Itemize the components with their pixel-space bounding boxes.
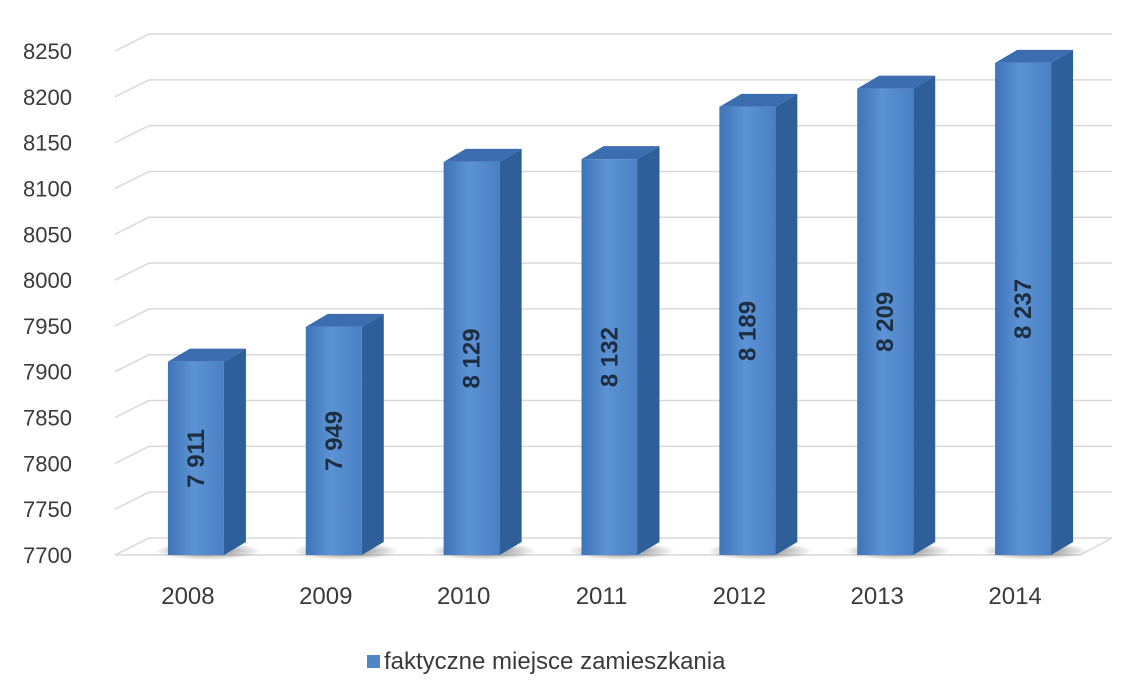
bar-side: [499, 148, 522, 555]
bar-side: [223, 348, 246, 555]
gridline: [114, 124, 1112, 144]
y-tick-label: 8150: [23, 131, 72, 156]
bar-top: [719, 93, 798, 107]
bar-front: [857, 88, 914, 555]
bar-top: [443, 148, 522, 162]
gridline: [114, 79, 1112, 98]
bar-front: [719, 106, 776, 555]
bar-top: [167, 348, 246, 362]
y-tick-label: 7800: [23, 451, 72, 476]
bar-front: [581, 159, 638, 555]
bar-front: [167, 361, 224, 555]
bars: 7 911 7 949 8 129 8 132 8 189 8 209 8 237: [154, 49, 1089, 560]
bar-data-label: 8 209: [872, 292, 899, 352]
bar-2010: 8 129: [430, 148, 537, 560]
bar-side: [775, 93, 798, 555]
x-axis: 2008 2009 2010 2011 2012 2013 2014: [161, 583, 1042, 610]
bar-data-label: 8 129: [459, 328, 486, 388]
bar-2009: 7 949: [292, 313, 399, 560]
y-tick-label: 7700: [23, 543, 72, 568]
bar-side: [637, 146, 660, 555]
bar-2014: 8 237: [981, 49, 1089, 560]
y-axis: 7700 7750 7800 7850 7900 7950 8000 8050 8100 8150…: [23, 39, 72, 568]
x-tick-label: 2013: [851, 583, 904, 610]
legend: faktyczne miejsce zamieszkania: [367, 648, 726, 675]
bar-data-label: 8 189: [734, 301, 761, 361]
x-tick-label: 2014: [988, 583, 1041, 610]
bar-side: [361, 313, 384, 555]
bar-front: [305, 326, 362, 555]
bar-data-label: 8 132: [597, 327, 624, 387]
bar-front: [443, 161, 500, 555]
bar-front: [995, 62, 1052, 556]
x-tick-label: 2012: [713, 583, 766, 610]
bar-top: [581, 146, 660, 160]
x-tick-label: 2009: [299, 583, 352, 610]
legend-swatch: [367, 655, 380, 668]
y-tick-label: 8250: [23, 39, 72, 64]
x-tick-label: 2011: [576, 583, 628, 610]
x-tick-label: 2010: [437, 583, 490, 610]
bar-side: [1051, 49, 1074, 556]
y-tick-label: 7900: [23, 360, 72, 385]
bar-data-label: 7 911: [183, 429, 210, 488]
y-tick-label: 8100: [23, 176, 72, 201]
y-tick-label: 7850: [23, 406, 72, 431]
gridline: [114, 33, 1112, 52]
y-tick-label: 8000: [23, 268, 72, 293]
bar-data-label: 7 949: [321, 411, 348, 471]
y-tick-label: 8200: [23, 85, 72, 110]
bar-top: [995, 49, 1074, 63]
bar-2008: 7 911: [154, 348, 262, 560]
y-tick-label: 7750: [23, 497, 72, 522]
y-tick-label: 8050: [23, 222, 72, 247]
bar-2012: 8 189: [706, 93, 813, 560]
bar-top: [857, 75, 936, 89]
y-tick-label: 7950: [23, 314, 72, 339]
legend-label: faktyczne miejsce zamieszkania: [384, 648, 726, 675]
bar-top: [305, 313, 384, 327]
bar-side: [913, 75, 936, 555]
bar-data-label: 8 237: [1010, 279, 1037, 339]
x-tick-label: 2008: [161, 583, 214, 610]
bar-2013: 8 209: [844, 75, 951, 560]
bar-2011: 8 132: [568, 146, 675, 560]
